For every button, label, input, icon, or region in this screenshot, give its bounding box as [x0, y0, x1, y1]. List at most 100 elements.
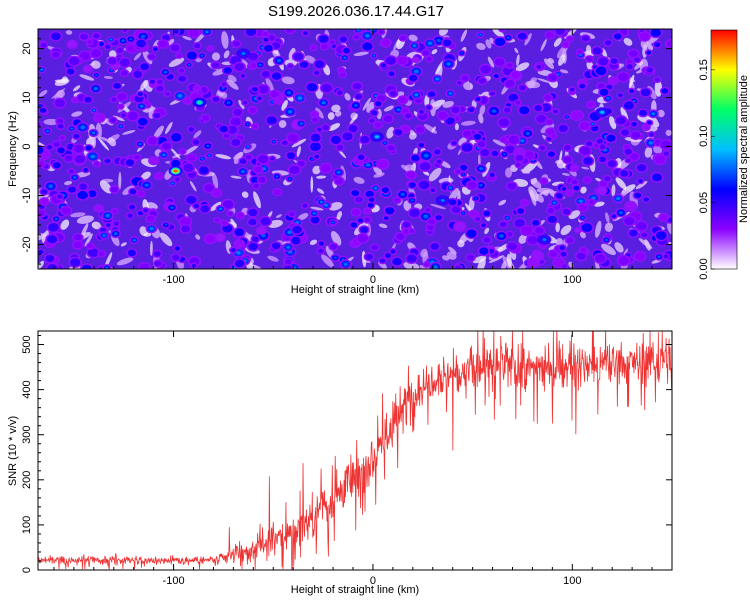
blob-core — [591, 123, 594, 125]
noise-patch — [484, 227, 490, 235]
blob — [148, 54, 155, 60]
blob — [562, 208, 571, 215]
snr-frame — [37, 330, 673, 571]
blob — [212, 96, 220, 103]
noise-patch — [458, 136, 468, 146]
noise-patch — [99, 136, 112, 143]
noise-patch — [38, 260, 44, 269]
blob — [84, 96, 92, 103]
blob — [357, 218, 364, 223]
noise-patch — [43, 118, 60, 126]
noise-patch — [221, 92, 228, 99]
blob — [663, 151, 669, 156]
blob — [506, 232, 513, 237]
blob-core — [201, 157, 204, 160]
blob — [261, 70, 270, 78]
blob-core — [297, 96, 302, 100]
blob — [127, 111, 139, 121]
blob — [320, 164, 331, 173]
blob — [581, 35, 590, 42]
blob — [187, 154, 196, 161]
blob — [137, 91, 143, 97]
blob — [357, 234, 368, 243]
blob — [146, 215, 155, 222]
blob-core — [604, 238, 608, 241]
noise-patch — [438, 29, 449, 36]
blob — [435, 215, 443, 221]
blob — [330, 135, 341, 144]
snr-y-tick-label: 400 — [21, 380, 33, 398]
blob — [455, 265, 462, 269]
noise-patch — [488, 255, 505, 263]
blob — [507, 182, 517, 190]
blob — [45, 254, 55, 263]
blob-core — [95, 74, 98, 76]
noise-patch — [221, 31, 229, 49]
blob-core — [110, 69, 113, 72]
blob — [223, 133, 230, 139]
noise-patch — [386, 126, 395, 139]
blob — [157, 79, 163, 85]
noise-patch — [122, 130, 136, 135]
blob — [70, 258, 81, 267]
noise-patch — [525, 80, 541, 89]
blob-core — [657, 255, 661, 258]
noise-patch — [251, 264, 262, 269]
noise-patch — [408, 34, 418, 42]
blob — [426, 57, 432, 61]
blob — [237, 213, 244, 219]
blob — [430, 242, 440, 250]
noise-patch — [419, 265, 428, 269]
blob — [230, 248, 236, 253]
noise-patch — [84, 233, 93, 247]
blob-core — [170, 206, 174, 209]
blob — [57, 147, 65, 154]
blob — [578, 204, 588, 211]
blob — [98, 41, 104, 47]
blob-core — [324, 203, 328, 207]
blob — [95, 205, 103, 212]
blob — [577, 49, 583, 54]
blob-core — [365, 34, 370, 38]
blob — [321, 43, 328, 50]
blob — [81, 264, 92, 269]
blob — [310, 142, 321, 151]
blob — [521, 226, 532, 235]
blob-core — [410, 199, 414, 202]
blob-core — [272, 140, 275, 143]
blob — [508, 135, 519, 144]
noise-patch — [500, 260, 507, 269]
blob — [111, 97, 117, 102]
blob — [427, 91, 436, 98]
blob — [134, 155, 140, 160]
blob — [517, 208, 525, 214]
blob — [597, 187, 606, 194]
blob-core — [48, 184, 53, 188]
noise-patch — [267, 255, 279, 262]
colorbar-tick-label: 0.10 — [698, 126, 710, 147]
blob — [174, 177, 180, 182]
blob — [371, 244, 379, 250]
noise-patch — [182, 35, 192, 41]
blob — [79, 183, 88, 190]
noise-patch — [133, 52, 142, 61]
noise-patch — [537, 78, 551, 83]
noise-patch — [38, 233, 46, 241]
noise-patch — [353, 51, 369, 56]
noise-patch — [638, 238, 653, 249]
noise-patch — [561, 172, 570, 176]
blob-core — [427, 41, 432, 45]
blob — [654, 42, 661, 48]
noise-patch — [344, 93, 351, 101]
blob — [553, 109, 558, 114]
spectrogram-hotspots — [168, 48, 610, 245]
blob — [629, 50, 638, 58]
blob — [172, 254, 180, 261]
blob — [544, 94, 552, 101]
noise-patch — [555, 238, 563, 245]
blob — [454, 222, 465, 231]
noise-patch — [580, 186, 587, 194]
snr-x-tick-label: 100 — [563, 575, 581, 587]
snr-y-tick-label: 200 — [21, 471, 33, 489]
blob — [212, 62, 220, 68]
